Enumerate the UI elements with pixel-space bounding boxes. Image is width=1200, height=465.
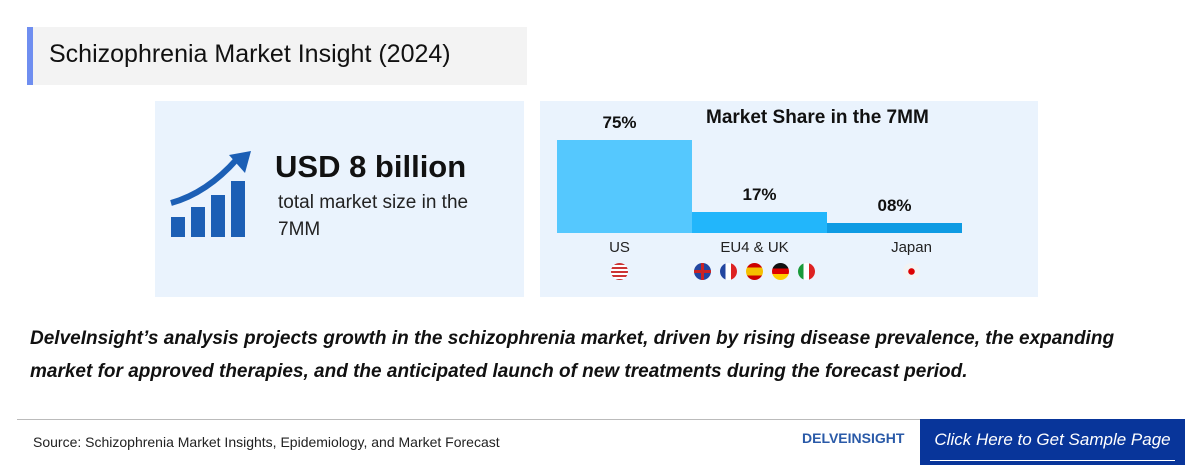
delveinsight-logo: DELVEINSIGHT	[802, 430, 905, 446]
spain-flag-icon	[746, 263, 763, 280]
market-size-card: USD 8 billion total market size in the 7…	[155, 101, 524, 297]
market-size-value: USD 8 billion	[275, 149, 467, 184]
category-label: US	[609, 239, 630, 256]
category-label: EU4 & UK	[720, 239, 789, 256]
page-title: Schizophrenia Market Insight (2024)	[49, 40, 451, 68]
sample-page-button[interactable]: Click Here to Get Sample Page	[920, 419, 1185, 465]
uk-flag-icon	[694, 263, 711, 280]
italy-flag-icon	[798, 263, 815, 280]
data-label: 17%	[742, 184, 777, 204]
us-flag-icon	[611, 263, 628, 280]
japan-flag-icon	[903, 263, 920, 280]
category-label: Japan	[891, 239, 932, 256]
source-text: Source: Schizophrenia Market Insights, E…	[33, 434, 500, 450]
france-flag-icon	[720, 263, 737, 280]
data-label: 75%	[602, 113, 637, 132]
bar-1	[692, 211, 827, 233]
chart-title: Market Share in the 7MM	[706, 107, 929, 128]
growth-chart-icon	[170, 151, 251, 237]
market-share-chart: Market Share in the 7MM 75% US 17% EU4 & UK…	[540, 101, 1038, 297]
germany-flag-icon	[772, 263, 789, 280]
title-box: Schizophrenia Market Insight (2024)	[27, 27, 527, 85]
market-size-caption: total market size in the 7MM	[278, 192, 469, 240]
description: DelveInsight’s analysis projects growth …	[30, 328, 1115, 382]
data-label: 08%	[877, 196, 912, 216]
footer-divider	[17, 419, 1183, 420]
bar-0	[557, 140, 692, 233]
bar-2	[827, 223, 962, 233]
